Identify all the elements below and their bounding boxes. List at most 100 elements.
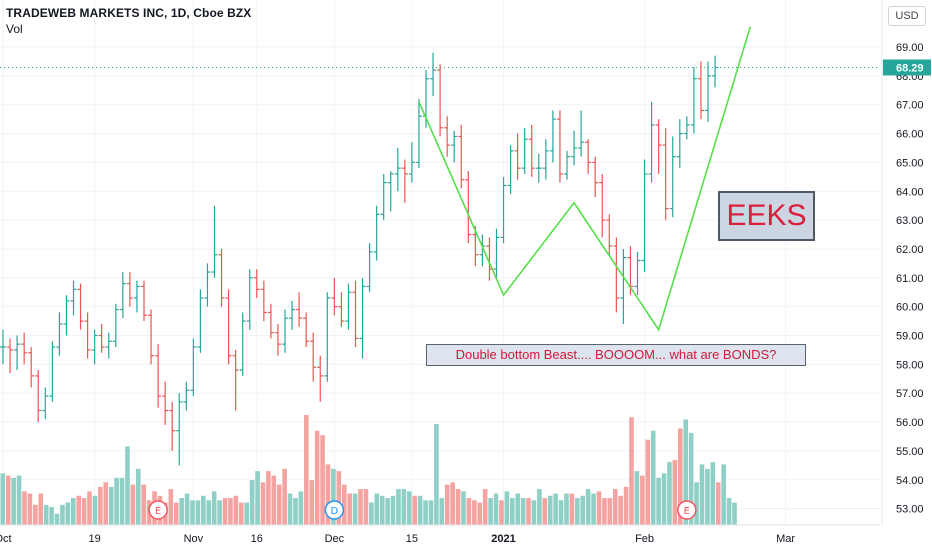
volume-bar [0,473,6,525]
last-price-badge [883,59,931,76]
time-axis[interactable]: Oct 19 Nov 16 Dec 15 2021 Feb Mar [0,524,880,545]
volume-bar [667,462,672,525]
volume-bar [325,464,331,525]
volume-bar [477,502,483,525]
price-tick-label: 57.00 [896,388,924,400]
ohlc-bar [155,344,162,408]
price-tick-label: 66.00 [896,129,924,141]
double-bottom-trend-line [418,26,752,332]
ohlc-series [0,52,719,466]
ohlc-bar [542,139,549,180]
volume-bar [92,495,98,525]
eeks-annotation: EEKS [718,191,815,241]
dividend-marker[interactable]: D [324,500,345,520]
volume-bar [16,475,22,525]
ohlc-bar [662,127,669,221]
price-tick-label: 63.00 [896,215,924,227]
volume-bar [444,484,450,525]
volume-bar [607,498,613,525]
ohlc-bar [352,280,359,348]
volume-bar [38,493,44,525]
volume-bar [623,486,629,525]
date-tick-label: 16 [251,533,263,545]
ohlc-bar [282,309,288,353]
volume-bar [515,493,520,525]
earnings-marker[interactable]: E [148,500,168,520]
volume-bar [87,491,92,525]
volume-bar [499,500,504,525]
volume-bar [580,495,586,525]
volume-bar [721,464,726,525]
volume-bar [341,484,347,525]
chart-title: TRADEWEB MARKETS INC, 1D, Cboe BZX [6,6,252,20]
ohlc-bar [345,283,352,330]
volume-bar [699,464,705,525]
volume-bar [33,504,38,525]
volume-bar [76,495,81,525]
earnings-marker[interactable]: E [677,500,697,520]
volume-bar [60,504,65,525]
volume-bar [358,489,363,525]
volume-bar [130,484,136,525]
volume-bar [612,489,618,525]
volume-bar [190,500,195,525]
ohlc-bar [634,251,641,296]
ohlc-bar [176,393,183,466]
ohlc-bar [571,130,578,166]
volume-bar [65,502,71,525]
ohlc-bar [211,205,218,278]
price-axis[interactable]: 53.00 54.00 55.00 56.00 57.00 58.00 59.00 60.00… [881,0,931,525]
ohlc-bar [669,136,676,218]
currency-button[interactable]: USD [888,6,926,26]
ohlc-bar [14,335,21,371]
ohlc-bar [401,159,408,203]
ohlc-bar [42,387,49,420]
ohlc-bar [549,110,556,163]
ohlc-bar [592,156,599,198]
volume-bar [407,491,412,525]
volume-bar [255,471,260,525]
volume-bar [217,500,222,525]
volume-bar [412,495,418,525]
volume-bar [287,493,293,525]
ohlc-bar [359,277,366,359]
ohlc-bar [514,133,521,180]
ohlc-bar [697,61,704,120]
volume-bar [645,439,651,525]
volume-bar [331,468,336,525]
price-tick-label: 58.00 [896,359,924,371]
volume-bar [732,502,737,525]
volume-bar [201,495,206,525]
ohlc-bar [148,309,155,365]
ohlc-bar [535,153,542,183]
ohlc-bar [98,323,105,353]
volume-bar [710,462,716,525]
marker-circle [148,500,168,520]
volume-bar [434,423,439,525]
volume-bar [70,498,76,525]
ohlc-bar [105,332,112,359]
ohlc-bar [620,248,627,324]
ohlc-bar [35,370,42,423]
ohlc-bar [246,269,253,330]
ohlc-bar [218,248,225,307]
volume-bar [401,489,407,525]
ohlc-bar [7,338,14,374]
volume-bar [672,459,678,525]
volume-bar [374,493,380,525]
marker-letter: D [330,506,338,517]
ohlc-bar [126,272,133,307]
ohlc-bar [394,147,401,192]
ohlc-bar [84,312,91,359]
volume-bar [661,473,667,525]
volume-bar [114,477,119,525]
price-tick-label: 62.00 [896,244,924,256]
ohlc-bar [49,341,56,402]
ohlc-bar [408,142,415,183]
ohlc-bar [676,119,683,169]
ohlc-bar [556,110,563,183]
price-tick-label: 54.00 [896,475,924,487]
